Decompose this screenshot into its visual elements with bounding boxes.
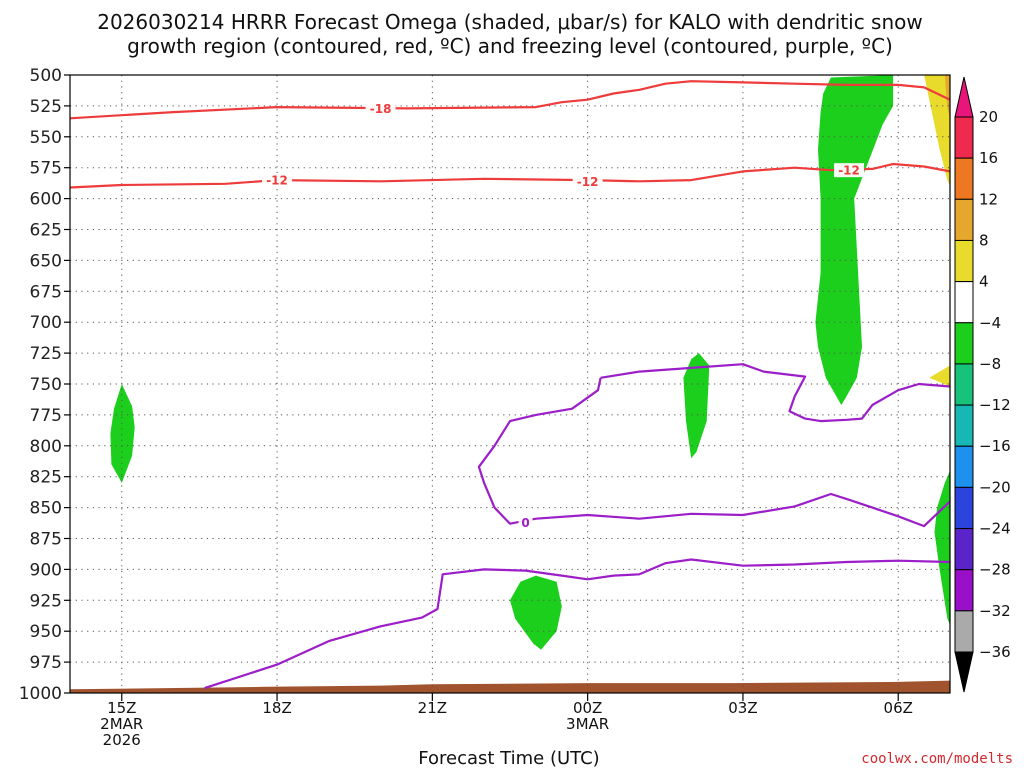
y-tick-label: 500 [30,66,62,86]
y-tick-label: 1000 [19,684,62,704]
colorbar-swatch [954,281,974,324]
x-tick-label: 06Z [884,699,913,717]
y-tick-label: 650 [30,251,62,271]
colorbar-level-label: −4 [979,314,1001,332]
x-tick-label: 03Z [728,699,757,717]
colorbar-level-label: −12 [979,396,1011,414]
freezing-contour-line-2 [204,558,950,690]
dgz-contour-label: -12 [577,175,599,189]
colorbar-swatch [954,157,974,200]
freezing-contour-label-bg [518,515,533,530]
colorbar-swatch [954,239,974,283]
y-tick-label: 775 [30,406,62,426]
omega-region-5 [924,75,950,187]
grid-layer [70,75,950,693]
freezing-contour-label: 0 [521,516,529,530]
colorbar-swatch [954,445,974,488]
dgz-contour-line-1 [70,162,950,189]
omega-region-4 [934,470,950,625]
chart-title-line-2: growth region (contoured, red, ºC) and f… [127,34,893,58]
y-tick-label: 600 [30,190,62,210]
terrain-layer [70,680,950,693]
y-tick-label: 975 [30,653,62,673]
colorbar: 20 16 12 8 4 −4 −8 −12 −16 −20 −24 −28 −32 −36 [954,76,1011,693]
y-tick-label: 675 [30,282,62,302]
colorbar-level-label: −32 [979,602,1011,620]
terrain-fill [70,680,950,693]
omega-region-7 [929,365,950,387]
omega-region-3 [510,575,562,650]
colorbar-swatch [954,363,974,406]
x-tick-label: 21Z [418,699,447,717]
y-tick-label: 825 [30,468,62,488]
y-tick-label: 750 [30,375,62,395]
chart-title-line-1: 2026030214 HRRR Forecast Omega (shaded, … [97,10,923,34]
colorbar-swatch [954,610,974,653]
colorbar-level-label: 16 [979,149,998,167]
colorbar-top-extend [954,76,974,118]
x-tick-label: 18Z [262,699,291,717]
colorbar-swatch [954,322,974,365]
colorbar-swatch [954,404,974,447]
omega-region-2 [683,353,710,459]
freezing-level-contour-layer: 0 [204,363,950,690]
y-tick-label: 925 [30,591,62,611]
x-tick-label: 00Z [573,699,602,717]
y-tick-label: 550 [30,128,62,148]
x-tick-label: 3MAR [566,715,609,733]
colorbar-swatch [954,528,974,571]
colorbar-swatch [954,116,974,159]
y-tick-label: 625 [30,221,62,241]
dgz-contour-line-0 [70,80,950,120]
x-tick-label: 2MAR [100,715,143,733]
dgz-contour-label: -12 [266,174,288,188]
y-tick-label: 725 [30,344,62,364]
y-tick-label: 875 [30,530,62,550]
y-tick-label: 700 [30,313,62,333]
dgz-contour-label-bg [834,163,865,178]
omega-region-6 [944,75,950,119]
dgz-contour-label-bg [365,101,396,116]
colorbar-bottom-extend [954,651,974,693]
colorbar-level-label: −24 [979,520,1011,538]
dgz-contour-label-bg [262,173,293,188]
y-tick-label: 575 [30,159,62,179]
colorbar-level-label: −8 [979,355,1001,373]
y-tick-label: 525 [30,97,62,117]
y-tick-label: 850 [30,499,62,519]
freezing-contour-line-1 [477,377,950,528]
x-tick-label: 15Z [107,699,136,717]
colorbar-level-label: 8 [979,231,989,249]
y-tick-label: 950 [30,622,62,642]
colorbar-swatch [954,569,974,612]
colorbar-swatch [954,486,974,530]
dgz-contour-label: -12 [838,164,860,178]
colorbar-level-label: −36 [979,643,1011,661]
colorbar-level-label: −28 [979,561,1011,579]
y-tick-label: 800 [30,437,62,457]
colorbar-level-label: 20 [979,108,998,126]
colorbar-level-label: −20 [979,478,1011,496]
dgz-contour-label: -18 [370,102,392,116]
freezing-contour-line-0 [600,363,950,423]
x-tick-label: 2026 [103,731,141,749]
colorbar-swatch [954,198,974,241]
axes-layer: 500 525 550 575 600 625 650 675 700 725 750 775 800 8… [19,66,951,749]
omega-region-1 [815,75,894,405]
dgz-contour-layer: -18 -12 -12 -12 [70,80,950,189]
colorbar-level-label: −16 [979,437,1011,455]
colorbar-level-label: 4 [979,273,989,291]
dgz-contour-label-bg [572,174,603,189]
colorbar-level-label: 12 [979,190,998,208]
x-axis-label: Forecast Time (UTC) [418,748,599,768]
y-tick-label: 900 [30,560,62,580]
omega-region-0 [110,384,135,483]
credit-text: coolwx.com/modelts [861,751,1013,767]
